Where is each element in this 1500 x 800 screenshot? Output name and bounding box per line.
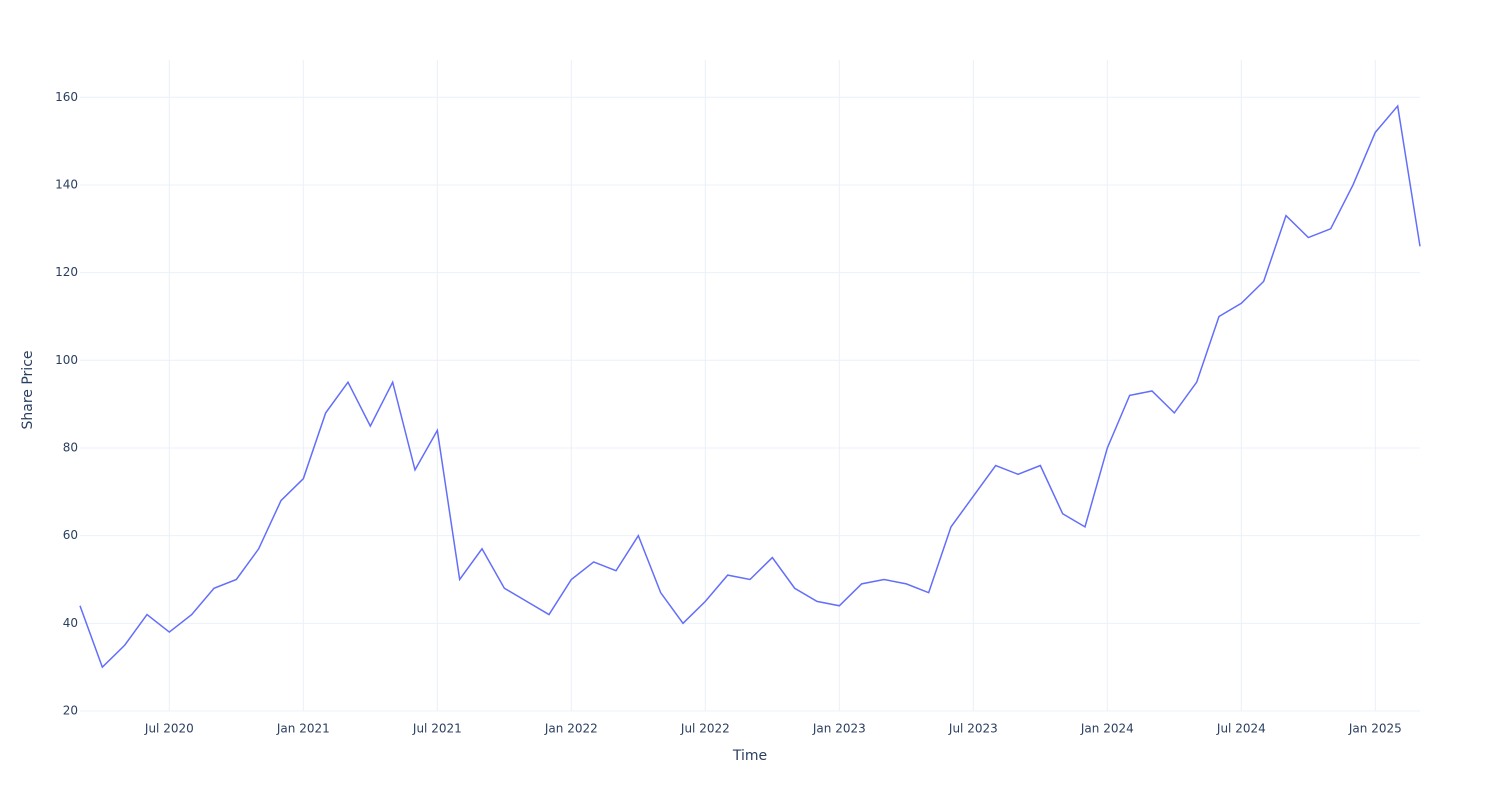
x-tick-label: Jul 2020 <box>144 722 194 736</box>
y-tick-label: 160 <box>55 90 78 104</box>
x-tick-label: Jul 2021 <box>412 722 462 736</box>
x-axis-title: Time <box>732 748 767 764</box>
y-tick-label: 20 <box>63 704 78 718</box>
y-tick-label: 60 <box>63 528 78 542</box>
y-axis-title: Share Price <box>20 350 36 429</box>
y-tick-label: 80 <box>63 440 78 454</box>
x-tick-label: Jan 2023 <box>812 722 866 736</box>
y-tick-label: 40 <box>63 616 78 630</box>
x-tick-label: Jan 2024 <box>1080 722 1134 736</box>
x-tick-label: Jan 2022 <box>544 722 598 736</box>
x-tick-label: Jan 2025 <box>1348 722 1402 736</box>
y-tick-label: 120 <box>55 265 78 279</box>
x-tick-label: Jan 2021 <box>276 722 330 736</box>
x-tick-label: Jul 2022 <box>680 722 730 736</box>
y-tick-label: 100 <box>55 353 78 367</box>
y-tick-label: 140 <box>55 177 78 191</box>
x-tick-label: Jul 2024 <box>1216 722 1266 736</box>
x-tick-label: Jul 2023 <box>948 722 998 736</box>
price-line <box>79 104 1421 669</box>
